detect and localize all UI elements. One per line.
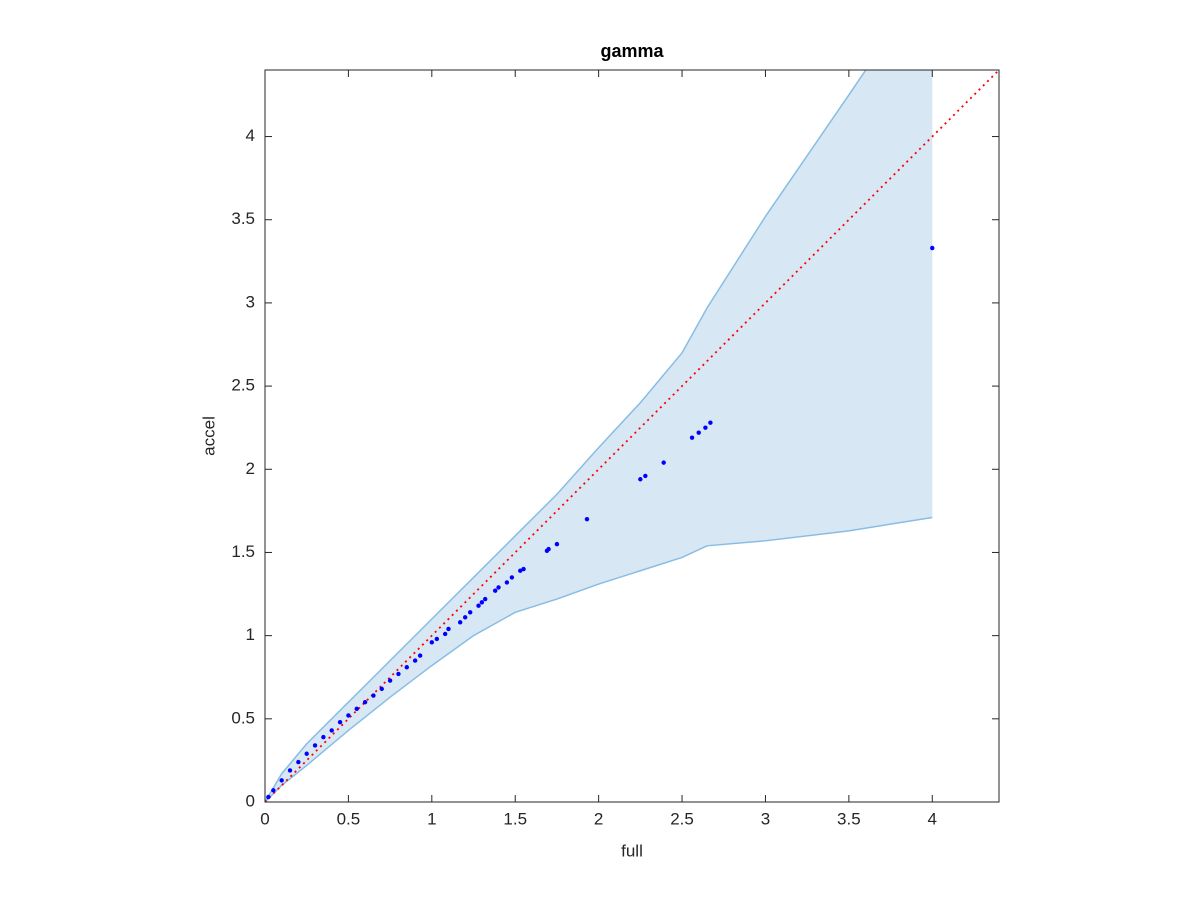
x-tick-label: 0 (260, 809, 269, 828)
y-tick-label: 0 (246, 791, 255, 810)
data-point (457, 620, 463, 625)
y-tick-label: 2.5 (231, 376, 255, 395)
data-point (337, 719, 343, 725)
x-tick-label: 3 (761, 809, 770, 828)
data-point (279, 778, 284, 783)
y-tick-label: 4 (246, 126, 255, 145)
axes: 0 0.5 1 1.5 2 2.5 3 3.5 4 0 0.5 1 1.5 2 2.5 3 3.5 4 (231, 69, 1000, 828)
data-point (446, 626, 451, 632)
data-point (546, 546, 551, 552)
data-point (462, 615, 468, 620)
data-point (554, 541, 560, 547)
y-tick-label: 0.5 (231, 708, 255, 727)
data-point (467, 610, 473, 615)
data-point (493, 588, 498, 593)
data-point (504, 580, 510, 585)
y-tick-label: 1 (246, 625, 255, 644)
data-point (417, 653, 423, 658)
data-point (321, 734, 326, 740)
data-point (271, 788, 276, 793)
data-point (296, 759, 301, 765)
y-tick-label: 3.5 (231, 209, 255, 228)
x-tick-label: 1 (427, 809, 436, 828)
data-point (661, 460, 666, 465)
x-tick-label: 2 (594, 809, 603, 828)
data-point (483, 596, 488, 602)
data-point (404, 665, 409, 670)
data-point (476, 603, 481, 608)
data-point (638, 477, 643, 482)
x-tick-label: 1.5 (503, 809, 527, 828)
y-tick-label: 2 (246, 459, 255, 478)
data-point (689, 435, 695, 440)
band-upper-edge (265, 70, 867, 802)
data-point (930, 245, 935, 251)
data-point (379, 686, 384, 692)
data-point (429, 640, 435, 645)
plot-area (265, 70, 999, 802)
data-point (442, 631, 448, 637)
y-tick-label: 3 (246, 292, 255, 311)
data-point (354, 706, 359, 712)
data-point (479, 600, 485, 605)
x-tick-label: 3.5 (837, 809, 861, 828)
data-point (703, 425, 708, 430)
x-tick-label: 4 (928, 809, 937, 828)
axes-box (264, 69, 1000, 803)
data-point (371, 693, 376, 698)
x-tick-label: 2.5 (670, 809, 694, 828)
data-point (696, 430, 701, 435)
data-point (584, 516, 590, 522)
data-point (287, 768, 293, 773)
data-point (434, 636, 440, 642)
y-tick-label: 1.5 (231, 542, 255, 561)
band-lower-edge (265, 516, 933, 802)
x-axis-label: full (621, 841, 643, 860)
data-point (643, 473, 648, 479)
data-point (521, 566, 526, 572)
data-point (708, 420, 713, 425)
x-tick-label: 0.5 (337, 809, 361, 828)
data-point (329, 728, 334, 733)
data-point (346, 713, 351, 718)
data-point (396, 671, 401, 677)
data-point (387, 678, 393, 683)
data-point (304, 751, 309, 756)
data-point (518, 568, 523, 573)
data-point (509, 575, 515, 580)
data-point (496, 585, 501, 590)
data-point (412, 658, 418, 663)
chart-title: gamma (600, 41, 664, 61)
data-point (312, 743, 318, 748)
data-point (266, 794, 271, 800)
data-point (362, 699, 368, 705)
y-axis-label: accel (199, 416, 218, 456)
